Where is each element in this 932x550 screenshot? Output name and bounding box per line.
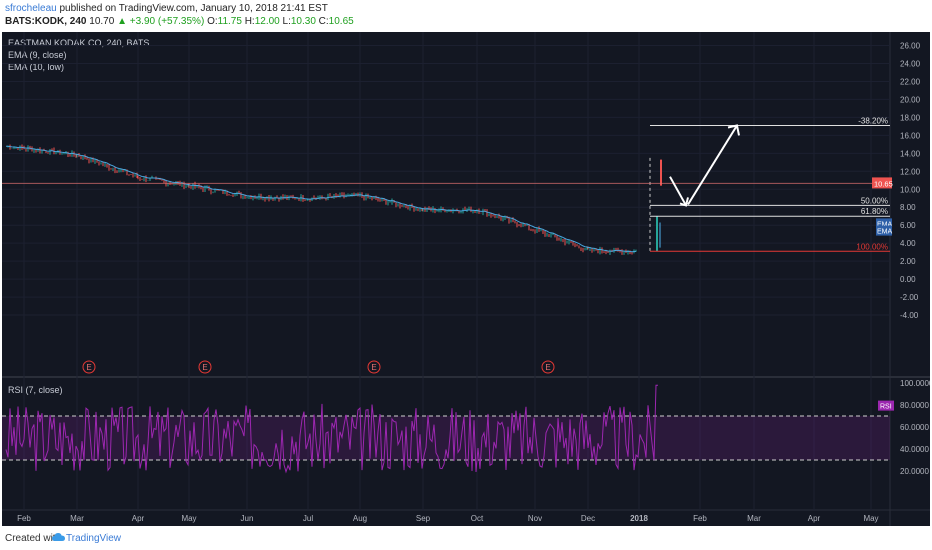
rsi-badge-bg (878, 400, 894, 411)
time-tick-label: 2018 (630, 514, 648, 523)
price-tick-label: 18.00 (900, 113, 921, 122)
time-tick-label: Aug (353, 514, 367, 523)
published-text: published on TradingView.com, January 10… (59, 3, 328, 14)
price-tick-label: 12.00 (900, 167, 921, 176)
price-tick-label: 2.00 (900, 257, 916, 266)
fib-level-label: -38.20% (858, 116, 888, 125)
rsi-tick-label: 40.0000 (900, 445, 929, 454)
price-change: +3.90 (+57.35%) (129, 16, 205, 27)
indicator-ema-9[interactable]: EMA (9, close) (8, 50, 67, 60)
earnings-marker-label: E (371, 363, 376, 372)
publish-line: sfrocheleau published on TradingView.com… (5, 3, 328, 14)
symbol-name: BATS:KODK, 240 (5, 16, 87, 27)
earnings-marker-circle[interactable] (198, 360, 212, 374)
symbol-line: BATS:KODK, 240 10.70 ▲ +3.90 (+57.35%) O… (5, 16, 354, 27)
open-label: O: (207, 16, 218, 27)
ema-line (6, 145, 637, 253)
time-tick-label: Mar (747, 514, 761, 523)
fib-level-label: 61.80% (861, 207, 888, 216)
author-link[interactable]: sfrocheleau (5, 3, 57, 14)
time-tick-label: Sep (416, 514, 431, 523)
annotation-arrow-up-head (727, 124, 740, 136)
ema-badge: EMA (877, 221, 893, 228)
indicator-ema-10[interactable]: EMA (10, low) (8, 62, 65, 72)
rsi-line (5, 384, 658, 474)
fib-level-label: 50.00% (861, 196, 888, 205)
last-price-badge-bg (872, 177, 892, 189)
rsi-label[interactable]: RSI (7, close) (8, 385, 63, 395)
high-label: H: (244, 16, 255, 27)
time-tick-label: Oct (471, 514, 484, 523)
publish-header: sfrocheleau published on TradingView.com… (0, 0, 932, 32)
high-value: 12.00 (254, 16, 280, 27)
time-tick-label: Mar (70, 514, 84, 523)
time-tick-label: Feb (17, 514, 31, 523)
price-tick-label: -2.00 (900, 293, 919, 302)
low-value: 10.30 (290, 16, 316, 27)
time-tick-label: Apr (808, 514, 821, 523)
footer: Created with TradingView (0, 526, 932, 550)
price-tick-label: 0.00 (900, 275, 916, 284)
fib-level-label: 100.00% (856, 242, 888, 251)
open-value: 11.75 (217, 16, 242, 27)
earnings-marker-label: E (202, 363, 207, 372)
rsi-tick-label: 100.0000 (900, 379, 930, 388)
earnings-marker-circle[interactable] (82, 360, 96, 374)
time-tick-label: Feb (693, 514, 707, 523)
price-tick-label: 10.00 (900, 185, 921, 194)
price-tick-label: 16.00 (900, 131, 921, 140)
rsi-band-fill (2, 416, 890, 460)
earnings-marker-circle[interactable] (367, 360, 381, 374)
price-tick-label: 4.00 (900, 239, 916, 248)
time-tick-label: Nov (528, 514, 542, 523)
annotation-arrow-up (687, 124, 738, 206)
annotation-arrow-down-head (679, 197, 689, 207)
ema-badge-bg (876, 218, 892, 229)
earnings-marker-circle[interactable] (541, 360, 555, 374)
rsi-tick-label: 60.0000 (900, 423, 929, 432)
earnings-marker-label: E (86, 363, 91, 372)
price-tick-label: 6.00 (900, 221, 916, 230)
time-tick-label: Jul (303, 514, 313, 523)
earnings-marker-label: E (545, 363, 550, 372)
annotation-arrow-down (669, 176, 687, 206)
low-label: L: (282, 16, 291, 27)
rsi-badge: RSI (880, 404, 892, 411)
rsi-tick-label: 20.0000 (900, 467, 929, 476)
price-tick-label: 20.00 (900, 95, 921, 104)
time-tick-label: May (181, 514, 196, 523)
last-price: 10.70 (89, 16, 115, 27)
tradingview-cloud-icon (52, 532, 65, 545)
rsi-tick-label: 80.0000 (900, 401, 929, 410)
chart-title: EASTMAN KODAK CO, 240, BATS (8, 38, 150, 48)
price-tick-label: 14.00 (900, 149, 921, 158)
chart-canvas[interactable]: 26.00 24.00 22.00 20.00 18.00 16.00 14.00 12.00… (2, 32, 930, 526)
time-tick-label: Jun (241, 514, 254, 523)
price-tick-label: 8.00 (900, 203, 916, 212)
time-tick-label: Apr (132, 514, 145, 523)
chart-area[interactable]: EASTMAN KODAK CO, 240, BATS EMA (9, clos… (2, 32, 930, 526)
time-tick-label: May (863, 514, 878, 523)
last-price-badge: 10.65 (874, 179, 893, 188)
tradingview-brand[interactable]: TradingView (66, 533, 122, 544)
price-tick-label: 22.00 (900, 77, 921, 86)
ema-badge-bg (876, 225, 892, 236)
change-up-icon: ▲ (117, 16, 127, 27)
price-tick-label: 24.00 (900, 59, 921, 68)
price-tick-label: -4.00 (900, 311, 919, 320)
ema-badge: EMA (877, 229, 893, 236)
price-tick-label: 26.00 (900, 42, 921, 51)
created-with-text: Created with (5, 533, 62, 544)
close-label: C: (318, 16, 329, 27)
time-tick-label: Dec (581, 514, 595, 523)
close-value: 10.65 (328, 16, 354, 27)
